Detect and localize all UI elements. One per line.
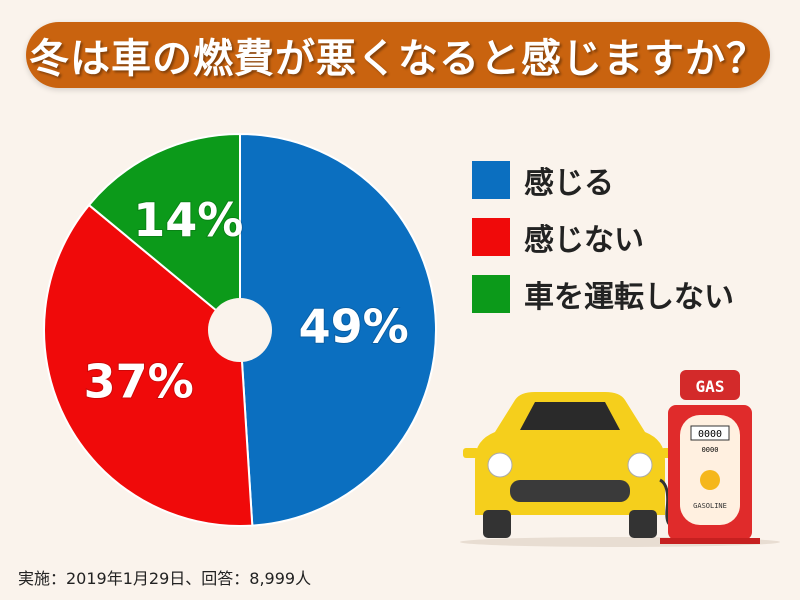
pie-data-label: 37% xyxy=(84,355,194,409)
pump-label: GASOLINE xyxy=(693,502,727,510)
legend-swatch xyxy=(472,161,510,199)
car-gas-pump-illustration: GAS 0000 0000 GASOLINE xyxy=(460,370,780,547)
pump-counter-small: 0000 xyxy=(702,446,719,454)
legend-label: 車を運転しない xyxy=(524,280,734,315)
legend-swatch xyxy=(472,275,510,313)
legend-swatch xyxy=(472,218,510,256)
car-icon xyxy=(463,392,677,538)
legend-label: 感じる xyxy=(524,166,614,201)
chart-title: 冬は車の燃費が悪くなると感じますか？ xyxy=(26,22,770,88)
legend-item-no-drive: 車を運転しない xyxy=(472,272,734,316)
legend-item-feel: 感じる xyxy=(472,158,614,202)
pump-sign: GAS xyxy=(696,377,725,396)
pie-slice-0 xyxy=(239,132,437,527)
pie-chart: 49% 37% 14% xyxy=(43,132,437,527)
pump-counter: 0000 xyxy=(698,429,722,440)
pie-data-label: 49% xyxy=(299,299,409,353)
pie-slice-1 xyxy=(43,203,254,527)
pie-slice-2 xyxy=(87,132,241,333)
survey-note: 実施：2019年1月29日、回答：8,999人 xyxy=(18,569,312,588)
pie-data-label: 14% xyxy=(133,193,243,247)
gas-pump-icon: GAS 0000 0000 GASOLINE xyxy=(660,370,760,544)
pie-center-hole xyxy=(208,298,272,362)
legend-label: 感じない xyxy=(524,223,644,258)
legend-item-not-feel: 感じない xyxy=(472,215,644,259)
